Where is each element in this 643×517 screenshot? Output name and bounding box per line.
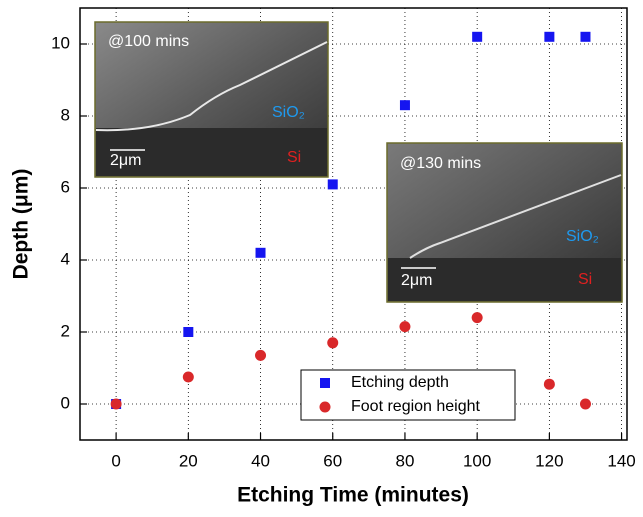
y-tick-label: 10: [51, 33, 70, 52]
inset-label: @130 mins: [400, 155, 481, 172]
point: [182, 371, 194, 383]
point: [580, 31, 591, 42]
y-tick-label: 6: [61, 177, 70, 196]
y-axis-label: Depth (μm): [10, 169, 33, 280]
y-tick-label: 4: [61, 249, 70, 268]
inset-label: @100 mins: [108, 33, 189, 50]
inset-substrate: [96, 128, 327, 176]
point: [472, 31, 483, 42]
inset-130: @130 mins SiO₂ 2μm Si: [386, 142, 623, 303]
point: [579, 398, 591, 410]
x-tick-label: 0: [111, 451, 120, 470]
x-axis-label: Etching Time (minutes): [237, 484, 469, 507]
legend-marker: [319, 401, 331, 413]
inset-label: SiO₂: [566, 228, 599, 245]
point: [399, 321, 411, 333]
inset-substrate: [388, 258, 621, 301]
point: [255, 349, 267, 361]
inset-label: 2μm: [110, 152, 141, 169]
legend-label: Foot region height: [351, 398, 481, 415]
point: [183, 327, 194, 337]
inset-label: Si: [287, 149, 301, 166]
point: [399, 100, 410, 111]
point: [327, 337, 339, 349]
x-tick-label: 40: [251, 451, 270, 470]
x-tick-label: 80: [395, 451, 414, 470]
point: [471, 312, 483, 324]
point: [544, 31, 555, 42]
inset-label: SiO₂: [272, 104, 305, 121]
point: [543, 378, 555, 390]
x-tick-label: 120: [535, 451, 563, 470]
inset-label: 2μm: [401, 272, 432, 289]
inset-profile: [95, 41, 328, 132]
inset-profile: [409, 174, 622, 259]
x-tick-label: 140: [607, 451, 635, 470]
legend-marker: [320, 378, 330, 388]
y-tick-label: 0: [61, 393, 70, 412]
point: [327, 179, 338, 190]
inset-label: Si: [578, 271, 592, 288]
x-tick-label: 100: [463, 451, 491, 470]
legend-label: Etching depth: [351, 374, 449, 391]
point: [110, 398, 122, 410]
plot-frame: [79, 7, 628, 441]
inset-100: @100 mins SiO₂ 2μm Si: [94, 21, 329, 178]
legend-box: [300, 369, 516, 421]
point: [255, 247, 266, 258]
y-tick-label: 8: [61, 105, 70, 124]
y-tick-label: 2: [61, 321, 70, 340]
x-tick-label: 60: [323, 451, 342, 470]
x-tick-label: 20: [179, 451, 198, 470]
